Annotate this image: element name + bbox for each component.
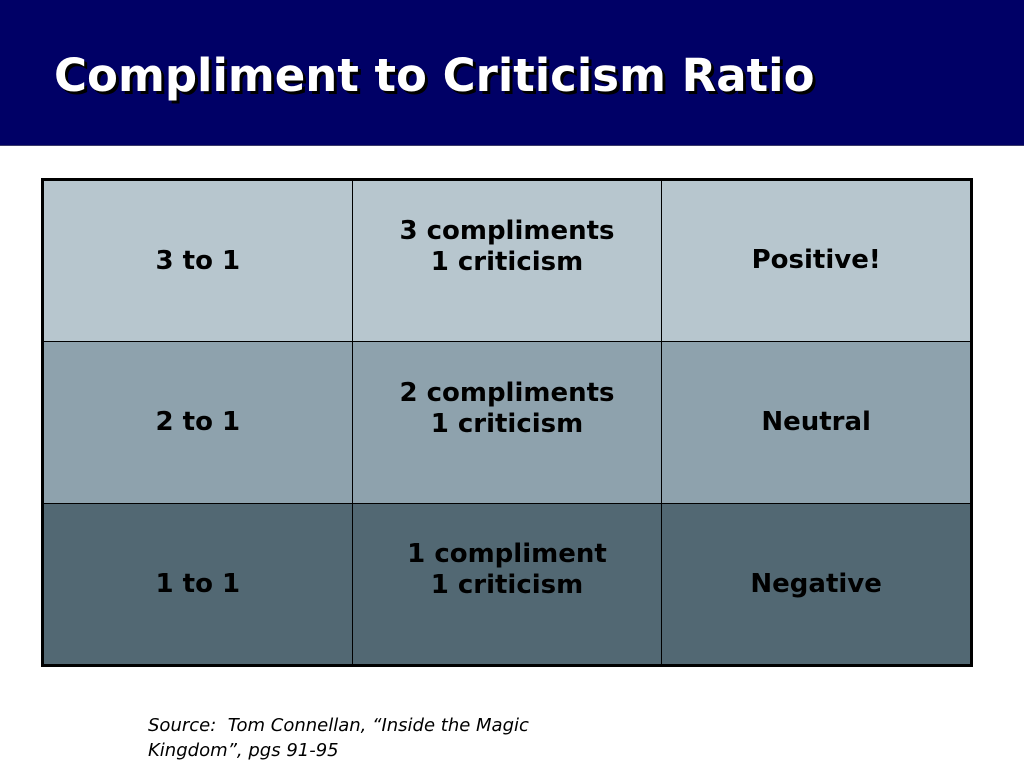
ratio-label: 3 to 1 (155, 245, 241, 276)
compliments-label: 3 compliments (399, 216, 615, 246)
description-cell: 3 compliments 1 criticism (351, 179, 663, 342)
result-cell: Positive! (661, 179, 972, 342)
ratio-cell: 1 to 1 (42, 503, 353, 666)
ratio-cell: 3 to 1 (42, 179, 353, 342)
description-text: 3 compliments 1 criticism (359, 216, 656, 278)
ratio-table: 3 to 1 3 compliments 1 criticism Positiv… (41, 178, 973, 667)
ratio-label: 1 to 1 (155, 568, 241, 599)
description-cell: 2 compliments 1 criticism (351, 341, 663, 504)
description-text: 1 compliment 1 criticism (359, 539, 656, 601)
compliments-label: 2 compliments (399, 377, 615, 408)
ratio-label: 2 to 1 (155, 407, 241, 437)
criticism-label: 1 criticism (430, 247, 584, 277)
description-cell: 1 compliment 1 criticism (351, 503, 663, 666)
source-line-1: Source: Tom Connellan, “Inside the Magic (148, 715, 529, 736)
result-label: Negative (750, 568, 882, 599)
table-row: 3 to 1 3 compliments 1 criticism Positiv… (42, 179, 972, 342)
criticism-label: 1 criticism (430, 570, 584, 600)
compliments-label: 1 compliment (407, 539, 607, 569)
result-cell: Neutral (661, 341, 972, 504)
description-text: 2 compliments 1 criticism (359, 378, 656, 440)
criticism-label: 1 criticism (430, 408, 584, 439)
ratio-cell: 2 to 1 (42, 341, 353, 504)
slide-title: Compliment to Criticism Ratio (54, 49, 815, 102)
result-label: Positive! (751, 244, 881, 275)
table-row: 1 to 1 1 compliment 1 criticism Negative (42, 503, 972, 666)
table-row: 2 to 1 2 compliments 1 criticism Neutral (42, 341, 972, 504)
title-bar: Compliment to Criticism Ratio (0, 0, 1024, 146)
result-cell: Negative (661, 503, 972, 666)
source-citation: Source: Tom Connellan, “Inside the Magic… (148, 713, 618, 763)
result-label: Neutral (761, 407, 871, 437)
source-line-2: Kingdom”, pgs 91-95 (148, 740, 339, 761)
